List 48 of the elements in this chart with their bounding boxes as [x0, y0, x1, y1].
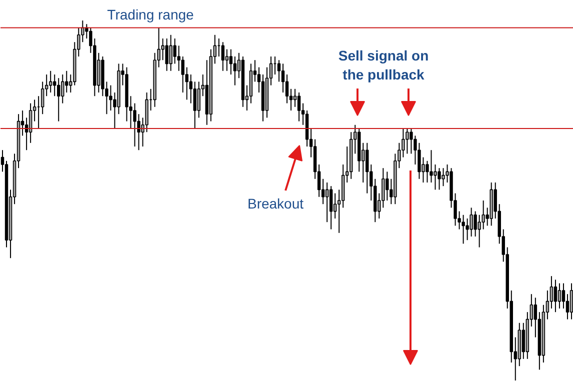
candlestick — [550, 276, 554, 309]
candlestick — [293, 88, 297, 108]
candlestick — [426, 160, 429, 183]
candlestick — [562, 282, 566, 309]
candlestick — [225, 48, 228, 72]
candlestick — [430, 150, 433, 183]
candlestick — [402, 128, 405, 158]
candlestick — [474, 210, 477, 237]
candlestick — [281, 63, 285, 93]
candlestick — [418, 142, 421, 180]
candlestick — [554, 279, 558, 313]
candlestick — [173, 38, 176, 64]
candlestick — [442, 168, 445, 187]
candlestick — [165, 38, 168, 72]
candlestick — [478, 214, 481, 248]
candlestick — [522, 322, 526, 360]
candlestick — [40, 81, 44, 115]
candlestick — [169, 34, 172, 72]
candlestick — [558, 282, 562, 309]
candlestick — [137, 114, 140, 151]
candlestick — [61, 74, 64, 104]
candlestick — [333, 192, 337, 219]
candlestick — [382, 168, 385, 208]
candlestick — [28, 102, 32, 144]
annotation: Trading range — [107, 6, 194, 22]
candlestick — [57, 78, 60, 122]
candlestick — [566, 294, 570, 320]
candlestick — [438, 168, 441, 190]
candlestick — [466, 218, 469, 241]
candlestick — [221, 42, 224, 72]
annotation: Sell signal on the pullback — [338, 48, 429, 82]
candlestick — [366, 142, 369, 194]
candlestick — [297, 92, 301, 122]
candlestick — [325, 182, 329, 223]
candlestick — [285, 74, 289, 104]
candlestick — [133, 102, 136, 147]
candlestick — [197, 81, 200, 118]
candlestick — [434, 164, 437, 190]
candlestick — [277, 60, 281, 82]
candlestick — [470, 207, 473, 237]
candlestick — [329, 186, 333, 230]
candlestick — [462, 214, 465, 244]
annotation: Breakout — [247, 196, 304, 212]
candlestick — [386, 171, 389, 201]
candlestick — [406, 128, 409, 154]
candlestick — [229, 48, 233, 75]
candlestick — [570, 282, 573, 320]
candlestick — [233, 56, 237, 86]
